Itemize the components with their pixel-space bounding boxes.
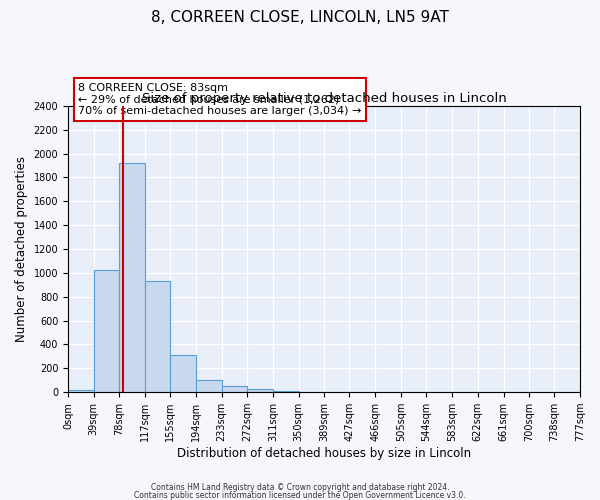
Bar: [196, 380, 221, 392]
Text: 8, CORREEN CLOSE, LINCOLN, LN5 9AT: 8, CORREEN CLOSE, LINCOLN, LN5 9AT: [151, 10, 449, 25]
Bar: [221, 386, 247, 392]
X-axis label: Distribution of detached houses by size in Lincoln: Distribution of detached houses by size …: [177, 447, 471, 460]
Text: Contains HM Land Registry data © Crown copyright and database right 2024.: Contains HM Land Registry data © Crown c…: [151, 484, 449, 492]
Text: Contains public sector information licensed under the Open Government Licence v3: Contains public sector information licen…: [134, 491, 466, 500]
Bar: [94, 270, 119, 392]
Bar: [145, 281, 170, 392]
Bar: [68, 390, 94, 392]
Bar: [247, 389, 273, 392]
Bar: [170, 354, 196, 392]
Bar: [119, 163, 145, 392]
Text: 8 CORREEN CLOSE: 83sqm
← 29% of detached houses are smaller (1,262)
70% of semi-: 8 CORREEN CLOSE: 83sqm ← 29% of detached…: [78, 83, 362, 116]
Y-axis label: Number of detached properties: Number of detached properties: [15, 156, 28, 342]
Title: Size of property relative to detached houses in Lincoln: Size of property relative to detached ho…: [142, 92, 506, 104]
Bar: [273, 391, 299, 392]
